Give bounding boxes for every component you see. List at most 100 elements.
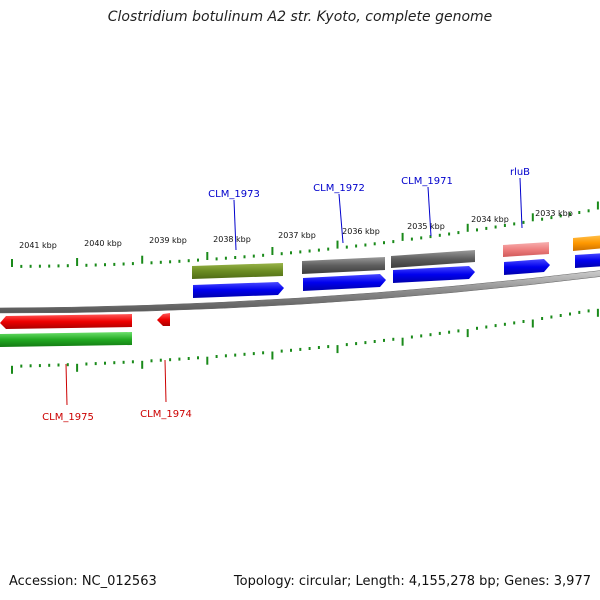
lower-ruler-minor-tick: [587, 309, 590, 313]
upper-ruler-minor-tick: [48, 264, 51, 268]
lower-ruler-major-tick: [141, 360, 144, 369]
gene-arrow-blue-edge[interactable]: [575, 253, 600, 268]
lower-ruler-major-tick: [206, 356, 209, 365]
gene-label-clm1975[interactable]: CLM_1975: [42, 412, 94, 423]
leader-clm1972: [338, 193, 344, 244]
gene-label-clm1973[interactable]: CLM_1973: [208, 189, 260, 200]
lower-ruler-minor-tick: [327, 345, 330, 349]
gene-feature-gray-2[interactable]: [391, 250, 475, 268]
upper-ruler-major-tick: [596, 201, 599, 210]
gene-labels: CLM_1973 CLM_1972 CLM_1971 rluB CLM_1975…: [42, 167, 530, 423]
upper-ruler-minor-tick: [317, 248, 320, 252]
reverse-strand-features: [0, 313, 170, 347]
upper-ruler-minor-tick: [169, 260, 172, 264]
upper-ruler-minor-tick: [503, 224, 506, 227]
lower-ruler-minor-tick: [522, 320, 525, 323]
upper-ruler-major-tick: [401, 232, 404, 241]
lower-ruler-minor-tick: [494, 324, 497, 328]
lower-ruler-minor-tick: [29, 364, 32, 368]
upper-ruler-minor-tick: [438, 233, 441, 237]
gene-arrow-red-1974[interactable]: [157, 313, 170, 326]
upper-ruler-minor-tick: [113, 262, 116, 266]
upper-ruler-minor-tick: [485, 226, 488, 230]
upper-ruler-minor-tick: [550, 216, 553, 220]
lower-ruler-minor-tick: [541, 317, 544, 320]
lower-ruler-minor-tick: [122, 360, 125, 364]
upper-ruler-minor-tick: [20, 264, 23, 268]
gene-label-clm1974[interactable]: CLM_1974: [140, 409, 192, 420]
lower-ruler-minor-tick: [131, 360, 134, 364]
upper-ruler-minor-tick: [410, 237, 413, 241]
map-title: Clostridium botulinum A2 str. Kyoto, com…: [107, 9, 493, 25]
genome-summary: Topology: circular; Length: 4,155,278 bp…: [233, 574, 591, 589]
upper-ruler-minor-tick: [38, 264, 41, 268]
accession-label: Accession: NC_012563: [9, 574, 157, 589]
lower-ruler-minor-tick: [113, 361, 116, 365]
upper-ruler-minor-tick: [57, 264, 60, 268]
upper-ruler-minor-tick: [559, 214, 562, 218]
upper-ruler-minor-tick: [197, 258, 199, 262]
lower-ruler-minor-tick: [197, 356, 199, 360]
lower-ruler-minor-tick: [513, 321, 516, 325]
lower-ruler-minor-tick: [438, 331, 441, 335]
lower-ruler-minor-tick: [299, 347, 302, 351]
upper-ruler-minor-tick: [327, 247, 330, 251]
upper-ruler-major-tick: [271, 247, 274, 255]
genome-backbone: [0, 270, 600, 314]
gene-feature-pink[interactable]: [503, 242, 549, 257]
leader-clm1975: [65, 363, 68, 406]
lower-ruler-minor-tick: [448, 330, 451, 334]
lower-ruler-major-tick: [596, 308, 599, 317]
tick-label-2037: 2037 kbp: [278, 231, 316, 240]
gene-feature-gray-1[interactable]: [302, 257, 385, 274]
upper-ruler-minor-tick: [66, 264, 69, 268]
lower-ruler-minor-tick: [38, 364, 41, 368]
upper-ruler-minor-tick: [243, 255, 246, 259]
lower-scale-ruler: [11, 308, 599, 374]
upper-ruler-minor-tick: [578, 211, 581, 214]
upper-ruler-major-tick: [336, 240, 339, 249]
lower-ruler-minor-tick: [485, 325, 488, 329]
upper-ruler-minor-tick: [355, 244, 358, 248]
upper-ruler-minor-tick: [85, 263, 88, 267]
gene-feature-olive[interactable]: [192, 263, 283, 279]
upper-ruler-major-tick: [206, 252, 209, 260]
upper-ruler-minor-tick: [252, 254, 255, 258]
lower-ruler-minor-tick: [215, 355, 218, 358]
gene-label-clm1972[interactable]: CLM_1972: [313, 183, 365, 194]
lower-ruler-minor-tick: [20, 364, 23, 368]
lower-ruler-minor-tick: [178, 357, 181, 361]
lower-ruler-minor-tick: [234, 353, 237, 357]
gene-arrow-blue-1972[interactable]: [303, 274, 386, 291]
upper-ruler-minor-tick: [541, 217, 544, 221]
gene-feature-green[interactable]: [0, 332, 132, 347]
upper-ruler-minor-tick: [131, 262, 134, 266]
tick-label-2038: 2038 kbp: [213, 235, 251, 244]
lower-ruler-major-tick: [336, 345, 339, 354]
lower-ruler-major-tick: [11, 365, 13, 374]
upper-ruler-minor-tick: [178, 259, 181, 263]
lower-ruler-minor-tick: [187, 357, 190, 360]
leader-clm1973: [233, 199, 237, 251]
upper-ruler-major-tick: [466, 223, 469, 232]
gene-arrow-blue-1971[interactable]: [393, 266, 475, 283]
gene-arrow-blue-rluB[interactable]: [504, 259, 550, 275]
lower-ruler-minor-tick: [85, 362, 88, 366]
upper-scale-ruler: [11, 201, 599, 268]
upper-ruler-minor-tick: [280, 252, 283, 256]
lower-ruler-minor-tick: [503, 322, 506, 326]
gene-label-rluB[interactable]: rluB: [510, 167, 530, 178]
upper-ruler-minor-tick: [215, 257, 218, 261]
upper-ruler-minor-tick: [187, 259, 190, 263]
upper-ruler-minor-tick: [373, 242, 376, 246]
upper-ruler-minor-tick: [476, 228, 478, 232]
lower-ruler-minor-tick: [308, 347, 311, 350]
forward-strand-features: [192, 235, 600, 298]
upper-ruler-minor-tick: [299, 250, 302, 254]
gene-arrow-blue-1973[interactable]: [193, 282, 284, 298]
gene-arrow-red-1975[interactable]: [0, 314, 132, 329]
upper-ruler-minor-tick: [448, 232, 451, 236]
gene-feature-orange[interactable]: [573, 235, 600, 251]
gene-label-clm1971[interactable]: CLM_1971: [401, 176, 453, 187]
